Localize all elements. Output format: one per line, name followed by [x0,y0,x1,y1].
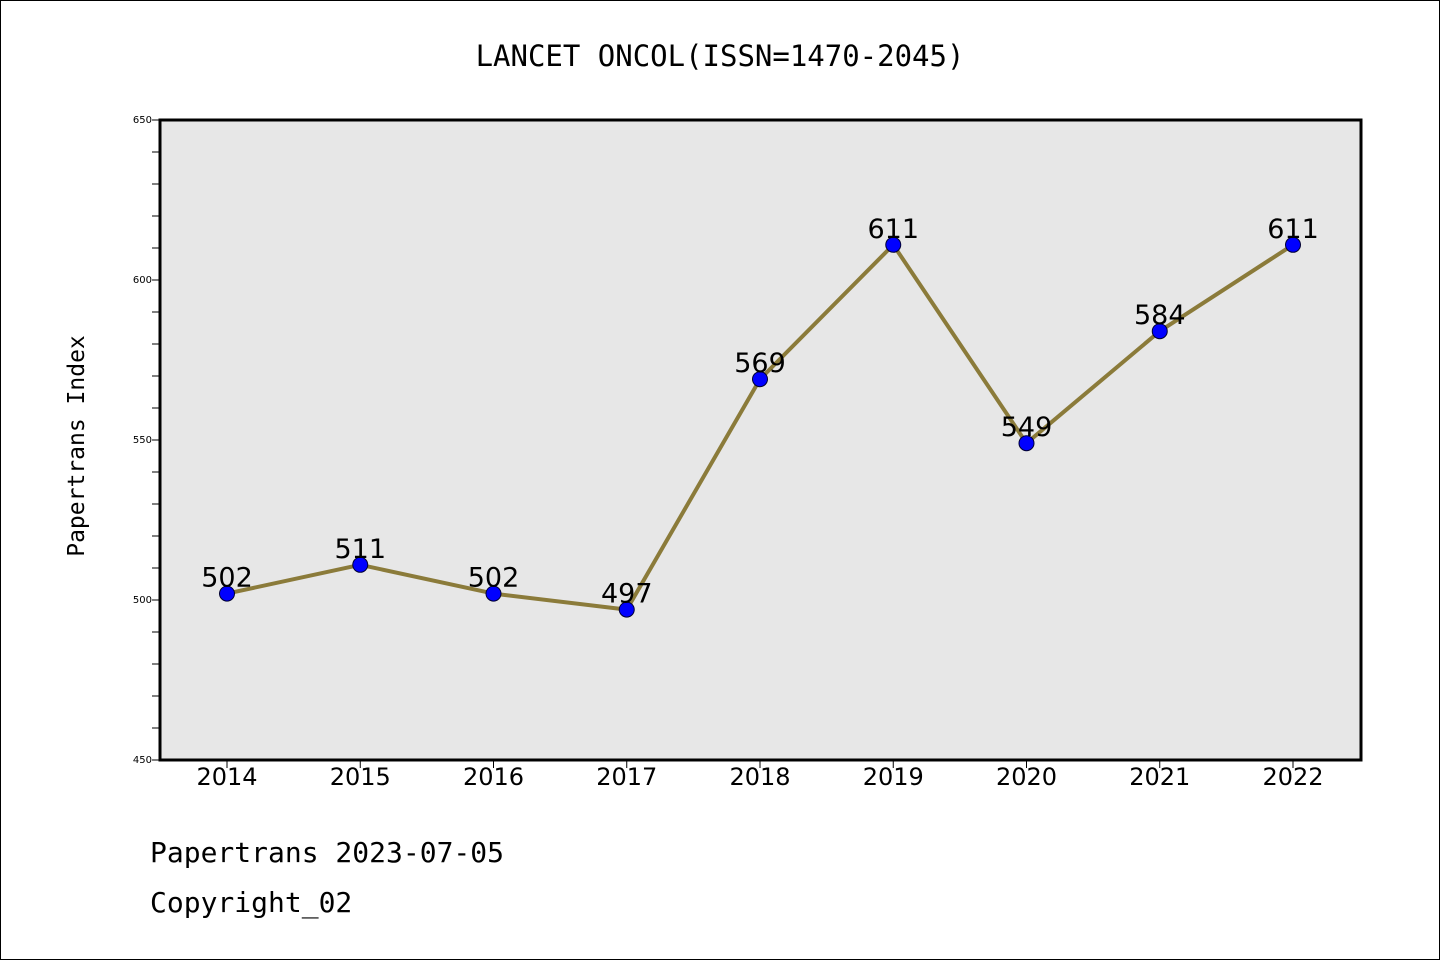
x-tick-label: 2016 [463,763,524,791]
chart-title: LANCET ONCOL(ISSN=1470-2045) [476,39,965,73]
data-label: 611 [1267,214,1319,245]
x-tick-label: 2015 [330,763,391,791]
y-tick-label: 500 [133,595,152,606]
data-label: 549 [1001,412,1053,443]
y-axis-label: Papertrans Index [64,335,90,557]
y-tick-label: 650 [133,115,152,126]
data-point [1018,435,1035,452]
footer-copyright: Copyright_02 [150,886,353,919]
data-label: 502 [468,563,520,594]
data-point [885,236,902,253]
data-label: 497 [601,579,653,610]
x-tick-label: 2014 [196,763,257,791]
data-label: 611 [867,214,919,245]
data-point [219,585,235,602]
x-tick-label: 2019 [863,763,924,791]
y-tick-label: 450 [133,755,152,766]
data-label: 511 [334,534,386,565]
data-point [1285,236,1301,253]
data-label: 569 [734,348,786,379]
data-point [752,371,768,388]
x-tick-label: 2018 [729,763,790,791]
x-tick-label: 2017 [596,763,657,791]
x-tick-label: 2020 [996,763,1057,791]
data-point [618,601,635,618]
footer-date: Papertrans 2023-07-05 [150,836,505,869]
y-tick-label: 600 [133,275,152,286]
x-tick-label: 2021 [1129,763,1190,791]
data-point [1151,323,1168,340]
data-label: 502 [201,563,253,594]
plot-area [160,120,1361,760]
data-label: 584 [1134,300,1186,331]
y-tick-label: 550 [133,435,152,446]
data-point [352,556,369,573]
data-point [485,585,502,602]
x-tick-label: 2022 [1262,763,1323,791]
plot-frame [158,118,1363,762]
